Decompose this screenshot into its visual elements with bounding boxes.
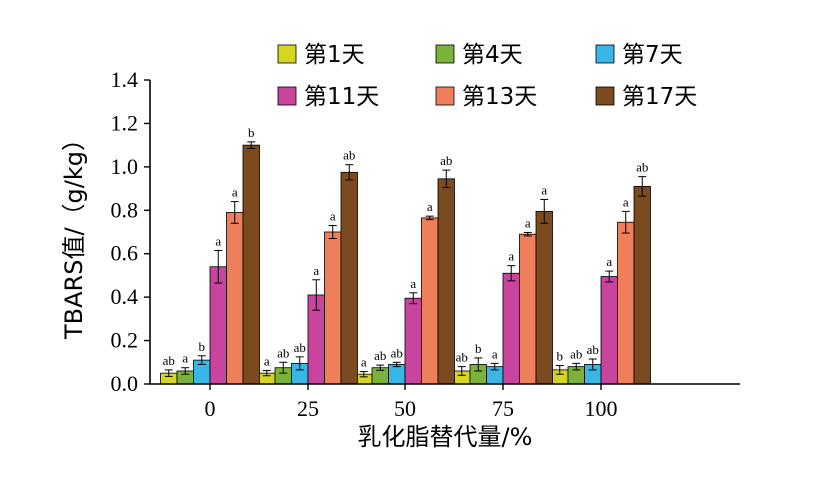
significance-label: a — [232, 185, 238, 200]
y-axis: 0.0 0.2 0.4 0.6 0.8 1.0 1.2 1.4 — [111, 67, 150, 396]
bar — [502, 272, 520, 385]
y-tick-label: 0.6 — [111, 241, 139, 266]
bar — [617, 221, 635, 385]
x-axis-title: 乳化脂替代量/% — [358, 423, 533, 451]
x-tick-label: 50 — [394, 396, 416, 421]
x-tick-label: 75 — [492, 396, 514, 421]
legend-item: 第13天 — [435, 84, 537, 110]
significance-label: ab — [391, 345, 403, 360]
series-group: a a a a a — [226, 185, 635, 385]
bar — [209, 266, 227, 385]
y-axis-title: TBARS值/（g/kg） — [60, 127, 88, 340]
significance-label: a — [492, 346, 498, 361]
legend-swatch — [595, 86, 615, 106]
significance-label: ab — [587, 342, 599, 357]
legend-swatch — [277, 44, 297, 64]
bar — [633, 185, 651, 385]
significance-label: ab — [277, 345, 289, 360]
significance-label: a — [541, 182, 547, 197]
y-tick-label: 1.4 — [111, 67, 139, 92]
significance-label: a — [313, 263, 319, 278]
significance-label: ab — [294, 340, 306, 355]
significance-label: a — [182, 351, 188, 366]
bar — [404, 297, 422, 385]
bar — [242, 144, 260, 385]
significance-label: a — [508, 249, 514, 264]
legend-item: 第11天 — [277, 84, 379, 110]
significance-label: a — [427, 199, 433, 214]
y-tick-label: 0.4 — [111, 284, 139, 309]
significance-label: a — [525, 215, 531, 230]
significance-label: a — [361, 355, 367, 370]
legend-label: 第11天 — [304, 84, 379, 110]
bar — [519, 233, 537, 385]
significance-label: ab — [343, 148, 355, 163]
bar — [421, 217, 439, 385]
x-tick-label: 25 — [297, 396, 319, 421]
legend-label: 第13天 — [462, 84, 537, 110]
series-group: ab a a ab b — [160, 349, 569, 385]
significance-label: a — [410, 276, 416, 291]
significance-label: b — [475, 341, 482, 356]
significance-label: b — [557, 349, 564, 364]
y-tick-label: 1.2 — [111, 110, 139, 135]
significance-label: ab — [374, 348, 386, 363]
legend-item: 第1天 — [277, 42, 365, 68]
significance-label: a — [623, 194, 629, 209]
significance-label: a — [264, 354, 270, 369]
significance-label: a — [215, 233, 221, 248]
legend-item: 第17天 — [595, 84, 697, 110]
bar — [535, 210, 553, 385]
significance-label: ab — [456, 350, 468, 365]
significance-label: b — [248, 125, 255, 140]
bar — [324, 231, 342, 385]
significance-label: ab — [163, 353, 175, 368]
significance-label: ab — [570, 346, 582, 361]
legend-swatch — [435, 44, 455, 64]
bar — [388, 364, 406, 385]
significance-label: b — [199, 339, 206, 354]
significance-label: ab — [440, 153, 452, 168]
bar — [226, 212, 244, 385]
y-tick-label: 0.0 — [111, 371, 139, 396]
legend-swatch — [277, 86, 297, 106]
legend-label: 第4天 — [462, 42, 523, 68]
x-tick-label: 100 — [585, 396, 618, 421]
y-tick-label: 0.2 — [111, 328, 139, 353]
legend-swatch — [435, 86, 455, 106]
significance-label: a — [606, 254, 612, 269]
y-tick-label: 1.0 — [111, 154, 139, 179]
legend-label: 第17天 — [622, 84, 697, 110]
series-group: a a a a a — [209, 233, 618, 385]
legend-label: 第7天 — [622, 42, 683, 68]
bar — [437, 178, 455, 385]
bar — [340, 171, 358, 385]
legend-item: 第4天 — [435, 42, 523, 68]
significance-label: a — [330, 208, 336, 223]
x-tick-label: 0 — [205, 396, 216, 421]
x-axis: 0 25 50 75 100 — [205, 384, 618, 421]
legend-item: 第7天 — [595, 42, 683, 68]
y-tick-label: 0.8 — [111, 197, 139, 222]
bar — [600, 276, 618, 385]
legend-label: 第1天 — [304, 42, 365, 68]
legend-swatch — [595, 44, 615, 64]
significance-label: ab — [636, 160, 648, 175]
